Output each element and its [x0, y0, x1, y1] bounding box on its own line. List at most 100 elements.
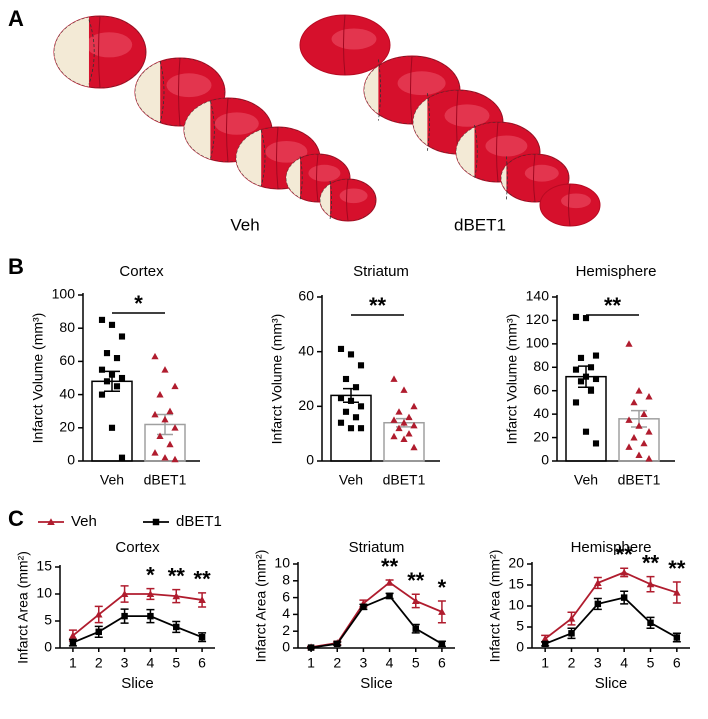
data-point [156, 432, 164, 439]
data-point [582, 428, 590, 435]
data-point [412, 625, 419, 632]
panel-label: C [8, 506, 24, 531]
x-tick-label: 2 [95, 655, 103, 671]
y-tick-label: 0 [44, 639, 52, 655]
y-tick-label: 100 [526, 335, 550, 351]
x-tick-label: 4 [147, 655, 155, 671]
y-tick-label: 40 [533, 405, 549, 421]
y-tick-label: 60 [59, 352, 75, 368]
data-point [411, 597, 420, 604]
x-tick-label: 1 [307, 655, 315, 671]
y-tick-label: 80 [533, 358, 549, 374]
data-point [357, 403, 365, 410]
data-point [118, 333, 126, 340]
bar [565, 375, 607, 462]
data-point [635, 451, 643, 459]
chart-title: Hemisphere [576, 263, 657, 280]
data-point [410, 402, 418, 410]
y-tick-label: 0 [306, 452, 314, 468]
data-point [405, 413, 413, 421]
data-point [587, 387, 595, 394]
y-tick-label: 15 [508, 576, 524, 592]
y-tick-label: 40 [59, 385, 75, 401]
midline [568, 183, 571, 227]
data-point [541, 640, 549, 648]
infarct-region [501, 154, 507, 202]
data-point [395, 424, 403, 432]
data-point [640, 439, 648, 447]
series-line [310, 594, 443, 649]
data-point [410, 443, 418, 451]
data-point [582, 315, 590, 322]
data-point [587, 364, 595, 371]
data-point [625, 416, 633, 423]
x-tick-label: 1 [541, 655, 549, 671]
y-tick-label: 8 [282, 572, 290, 588]
x-tick-label: 4 [620, 655, 628, 671]
data-point [103, 378, 111, 385]
data-point [337, 345, 345, 352]
x-tick-label: dBET1 [618, 472, 661, 488]
x-tick-label: 2 [568, 655, 576, 671]
midline [343, 14, 346, 76]
x-axis-label: Slice [121, 675, 154, 692]
series-line [72, 615, 203, 644]
data-point [118, 374, 126, 382]
data-point [342, 375, 350, 383]
series-line [544, 571, 678, 640]
chart-title: Striatum [353, 263, 409, 280]
y-axis-label: Infarct Volume (mm³) [269, 314, 285, 445]
brain-highlight [166, 73, 212, 98]
data-point [108, 424, 116, 431]
data-point [147, 612, 154, 620]
data-point [337, 395, 345, 402]
y-tick-label: 10 [508, 597, 524, 613]
x-tick-label: 5 [172, 655, 180, 671]
significance: * [438, 575, 447, 600]
significance: ** [642, 550, 660, 575]
midline [226, 97, 229, 163]
data-point [108, 371, 116, 378]
y-tick-label: 10 [36, 585, 52, 601]
brain-highlight [561, 193, 591, 209]
data-point [647, 619, 654, 627]
significance: ** [407, 568, 425, 593]
data-point [121, 612, 128, 620]
legend-marker [152, 518, 160, 526]
significance: ** [168, 563, 186, 588]
chart-title: Cortex [115, 539, 160, 556]
data-point [594, 600, 602, 608]
significance: ** [616, 542, 634, 567]
panel-label: B [8, 254, 24, 279]
x-tick-label: 3 [594, 655, 602, 671]
y-tick-label: 5 [516, 618, 524, 634]
midline [98, 15, 101, 89]
y-tick-label: 20 [533, 428, 549, 444]
bar [91, 380, 133, 462]
y-tick-label: 4 [282, 605, 290, 621]
data-point [582, 373, 590, 380]
y-axis-label: Infarct Area (mm²) [253, 550, 269, 663]
y-tick-label: 60 [533, 381, 549, 397]
data-point [347, 351, 355, 358]
data-point [390, 432, 398, 440]
data-point [118, 454, 126, 461]
data-point [103, 350, 111, 357]
data-point [572, 366, 580, 373]
y-tick-label: 140 [526, 288, 550, 304]
data-point [592, 375, 600, 383]
y-tick-label: 120 [526, 311, 550, 327]
data-point [69, 631, 77, 639]
data-point [357, 362, 365, 369]
midline [346, 178, 349, 222]
y-axis-label: Infarct Volume (mm³) [504, 314, 520, 445]
x-tick-label: 2 [333, 655, 341, 671]
y-tick-label: 40 [298, 342, 314, 358]
data-point [592, 352, 600, 359]
brain-highlight [524, 164, 559, 182]
data-point [156, 391, 164, 398]
data-point [592, 440, 600, 447]
data-point [395, 408, 403, 415]
midline [496, 121, 499, 183]
panel-label: A [8, 6, 24, 31]
